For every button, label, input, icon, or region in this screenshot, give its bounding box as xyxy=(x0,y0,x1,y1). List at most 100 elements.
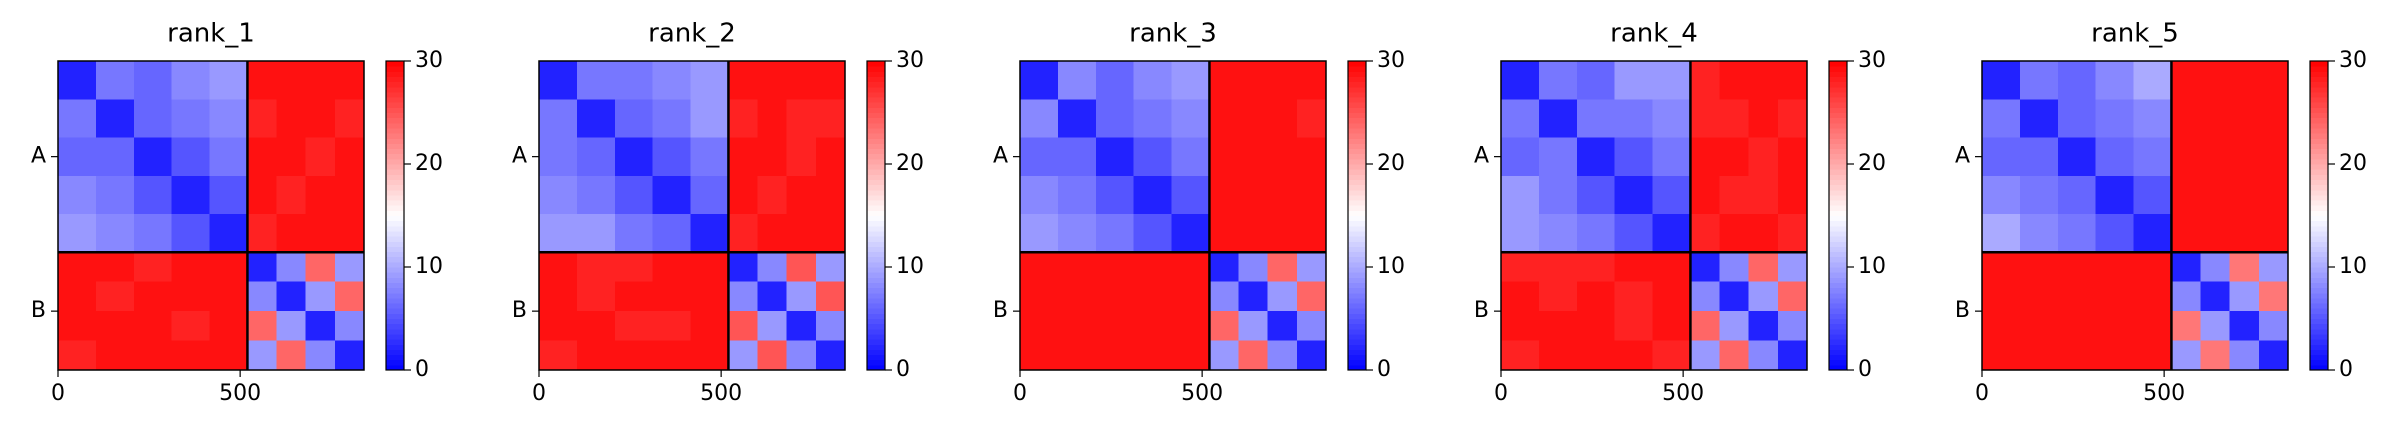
heatmap-cell xyxy=(2095,311,2134,341)
colorbar-segment xyxy=(1348,251,1366,258)
heatmap-cell xyxy=(1095,137,1134,176)
colorbar-segment xyxy=(867,277,885,283)
heatmap-cell xyxy=(133,214,172,253)
heatmap-cell xyxy=(247,61,277,100)
heatmap-cell xyxy=(652,214,691,253)
heatmap-cell xyxy=(1777,311,1807,341)
heatmap-cell xyxy=(2171,61,2201,100)
colorbar-segment xyxy=(867,127,885,134)
colorbar-segment xyxy=(867,328,885,335)
heatmap-cell xyxy=(1538,340,1577,370)
heatmap-cell xyxy=(1777,252,1807,282)
heatmap-cell xyxy=(2229,61,2259,100)
colorbar-segment xyxy=(1348,138,1366,144)
colorbar-segment xyxy=(1829,261,1847,268)
colorbar-segment xyxy=(867,272,885,278)
colorbar-segment xyxy=(386,267,404,273)
heatmap-cell xyxy=(95,340,134,370)
heatmap-cell xyxy=(171,137,210,176)
heatmap-cell xyxy=(1171,214,1210,253)
colorbar-segment xyxy=(867,91,885,98)
heatmap-cell xyxy=(652,311,691,341)
colorbar-tick-label: 0 xyxy=(2339,357,2353,382)
colorbar-segment xyxy=(386,71,404,77)
heatmap-cell xyxy=(171,99,210,138)
colorbar-segment xyxy=(2310,364,2328,371)
colorbar-segment xyxy=(386,364,404,371)
colorbar-segment xyxy=(2310,303,2328,309)
heatmap-cell xyxy=(334,311,364,341)
colorbar-segment xyxy=(2310,86,2328,93)
colorbar-segment xyxy=(386,61,404,67)
heatmap-cell xyxy=(2258,311,2288,341)
colorbar-segment xyxy=(386,297,404,304)
heatmap-cell xyxy=(1296,175,1326,215)
heatmap-cell xyxy=(2095,175,2134,215)
colorbar-segment xyxy=(867,81,885,88)
heatmap-cell xyxy=(815,99,845,138)
colorbar-segment xyxy=(386,76,404,83)
heatmap-cell xyxy=(1057,61,1096,100)
colorbar-segment xyxy=(867,230,885,237)
heatmap-cell xyxy=(1690,175,1720,215)
x-tick-label: 500 xyxy=(700,381,742,406)
heatmap-cell xyxy=(1057,252,1096,282)
colorbar-frame xyxy=(2309,60,2329,371)
colorbar-segment xyxy=(867,61,885,67)
colorbar-tick-label: 30 xyxy=(896,48,924,73)
heatmap-cell xyxy=(305,311,335,341)
y-tick-label: B xyxy=(993,298,1008,323)
heatmap-cell xyxy=(1690,61,1720,100)
heatmap-cell xyxy=(209,252,248,282)
heatmap-cell xyxy=(690,214,729,253)
heatmap-cell xyxy=(95,99,134,138)
colorbar-segment xyxy=(1829,333,1847,340)
colorbar-segment xyxy=(867,359,885,366)
colorbar-segment xyxy=(1829,148,1847,155)
heatmap-cell xyxy=(276,214,306,253)
colorbar-tick-label: 20 xyxy=(415,151,443,176)
colorbar-segment xyxy=(867,287,885,294)
colorbar-segment xyxy=(386,246,404,253)
heatmap-cell xyxy=(757,61,787,100)
colorbar-segment xyxy=(1348,303,1366,309)
heatmap-cell xyxy=(2258,99,2288,138)
heatmap-cell xyxy=(614,214,653,253)
colorbar-segment xyxy=(386,251,404,258)
heatmap-cell xyxy=(2200,137,2230,176)
heatmap-cell xyxy=(305,61,335,100)
colorbar-segment xyxy=(1348,297,1366,304)
heatmap-cell xyxy=(1095,175,1134,215)
colorbar-frame xyxy=(1828,60,1848,371)
colorbar-segment xyxy=(1829,122,1847,129)
heatmap-cell xyxy=(276,137,306,176)
heatmap-cell xyxy=(2171,137,2201,176)
colorbar-segment xyxy=(386,318,404,325)
colorbar-segment xyxy=(1348,91,1366,98)
heatmap-cell xyxy=(1020,175,1058,215)
colorbar-segment xyxy=(867,86,885,93)
heatmap-cell xyxy=(171,311,210,341)
colorbar-segment xyxy=(1829,143,1847,150)
heatmap-cell xyxy=(690,137,729,176)
heatmap-cell xyxy=(1057,137,1096,176)
y-tick-label: A xyxy=(993,144,1008,169)
heatmap-cell xyxy=(209,311,248,341)
heatmap-cell xyxy=(1057,175,1096,215)
heatmap-cell xyxy=(1296,61,1326,100)
heatmap-cell xyxy=(2019,175,2058,215)
heatmap-cell xyxy=(815,311,845,341)
colorbar-segment xyxy=(1829,174,1847,180)
colorbar-segment xyxy=(867,158,885,165)
colorbar-segment xyxy=(386,282,404,289)
colorbar-segment xyxy=(867,349,885,356)
colorbar-segment xyxy=(2310,158,2328,165)
heatmap-cell xyxy=(690,252,729,282)
heatmap-cell xyxy=(2019,252,2058,282)
heatmap-cell xyxy=(1614,281,1653,312)
heatmap-cell xyxy=(757,281,787,312)
heatmap-cell xyxy=(2171,281,2201,312)
heatmap-cell xyxy=(1777,61,1807,100)
heatmap-cell xyxy=(2133,214,2172,253)
heatmap-cell xyxy=(1777,281,1807,312)
